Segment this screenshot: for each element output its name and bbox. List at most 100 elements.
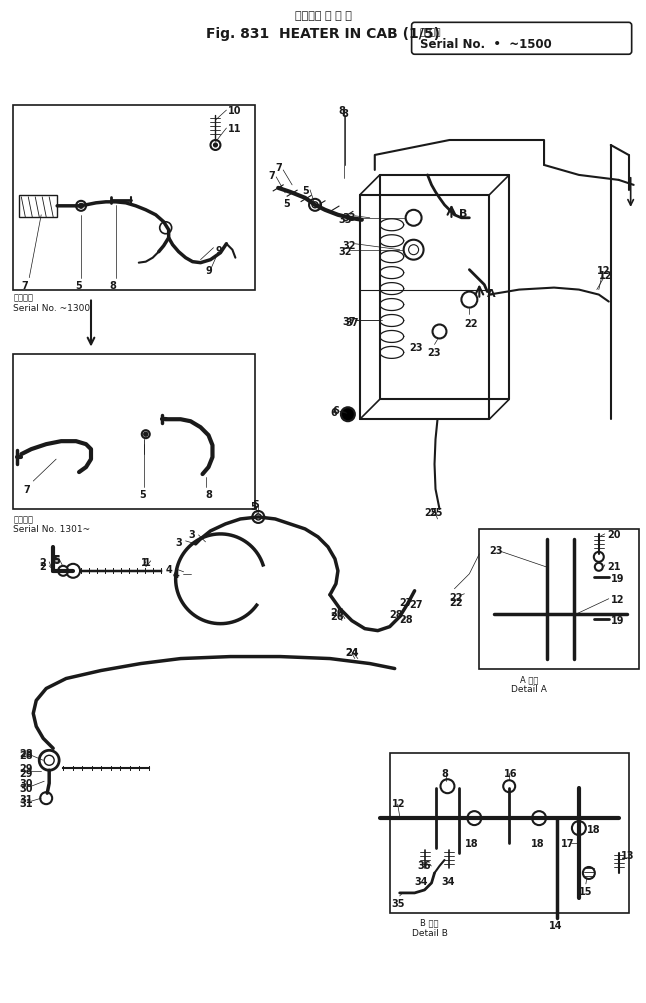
- Text: 24: 24: [345, 647, 359, 657]
- Text: 5: 5: [53, 556, 60, 566]
- Bar: [14, 355, 255, 510]
- Text: 19: 19: [610, 574, 624, 583]
- Text: 1: 1: [141, 558, 147, 568]
- Text: 37: 37: [345, 317, 359, 327]
- Text: 適用号機: 適用号機: [14, 293, 34, 302]
- Text: 28: 28: [390, 609, 403, 619]
- Text: 23: 23: [489, 546, 503, 556]
- Text: 28: 28: [19, 748, 33, 758]
- Circle shape: [595, 564, 603, 572]
- Text: 1: 1: [144, 558, 151, 568]
- Circle shape: [467, 811, 481, 825]
- Text: 26: 26: [330, 607, 344, 617]
- Text: キャブ用 ヒ ー タ: キャブ用 ヒ ー タ: [295, 11, 351, 21]
- Text: 32: 32: [342, 241, 355, 251]
- Circle shape: [144, 432, 148, 436]
- Text: 5: 5: [139, 489, 145, 499]
- Text: 5: 5: [283, 199, 290, 209]
- Text: 30: 30: [19, 783, 33, 793]
- Text: 15: 15: [579, 886, 592, 896]
- Text: 21: 21: [607, 562, 620, 572]
- Text: 12: 12: [597, 266, 610, 276]
- Text: 16: 16: [505, 768, 517, 778]
- Text: Fig. 831  HEATER IN CAB (1/5): Fig. 831 HEATER IN CAB (1/5): [206, 27, 440, 41]
- Circle shape: [141, 430, 150, 438]
- Text: A 詳細: A 詳細: [520, 675, 538, 684]
- Text: 26: 26: [330, 611, 344, 621]
- Text: 37: 37: [342, 316, 355, 326]
- Circle shape: [312, 203, 318, 209]
- Text: B: B: [459, 209, 468, 219]
- Text: 28: 28: [19, 750, 33, 760]
- Text: 5: 5: [75, 280, 82, 290]
- Circle shape: [409, 246, 419, 256]
- Text: 6: 6: [332, 406, 339, 416]
- Text: 18: 18: [587, 824, 601, 834]
- Text: 適用号機: 適用号機: [420, 28, 441, 37]
- Text: 5: 5: [250, 502, 257, 512]
- Text: 30: 30: [19, 778, 33, 788]
- Text: 8: 8: [109, 280, 116, 290]
- Text: 5: 5: [302, 186, 309, 196]
- Circle shape: [76, 202, 86, 212]
- Text: 12: 12: [599, 271, 612, 281]
- Circle shape: [532, 811, 546, 825]
- Text: 3: 3: [176, 538, 182, 548]
- Text: 36: 36: [417, 861, 431, 871]
- Text: 18: 18: [465, 839, 479, 849]
- Text: 17: 17: [561, 839, 574, 849]
- Text: 22: 22: [450, 597, 463, 607]
- Text: 6: 6: [330, 408, 337, 418]
- Text: 12: 12: [391, 798, 405, 808]
- Text: 8: 8: [338, 106, 345, 116]
- Text: 8: 8: [441, 768, 448, 778]
- Text: 25: 25: [424, 508, 438, 518]
- FancyBboxPatch shape: [412, 23, 632, 55]
- Text: 8: 8: [342, 109, 348, 119]
- Text: Serial No. ~1300: Serial No. ~1300: [14, 303, 90, 312]
- Text: A: A: [487, 288, 496, 298]
- Circle shape: [213, 143, 218, 147]
- Text: Detail A: Detail A: [511, 685, 547, 694]
- Text: 7: 7: [23, 484, 30, 494]
- Text: 18: 18: [531, 839, 545, 849]
- Bar: [14, 106, 255, 290]
- Circle shape: [40, 792, 52, 804]
- Text: 29: 29: [19, 768, 33, 778]
- Text: 25: 25: [430, 508, 443, 518]
- Text: 29: 29: [19, 763, 33, 773]
- Text: 33: 33: [338, 215, 351, 225]
- Text: 5: 5: [53, 555, 60, 565]
- Text: 32: 32: [338, 247, 351, 257]
- Text: 3: 3: [189, 530, 195, 540]
- Text: 13: 13: [621, 851, 634, 861]
- Circle shape: [211, 140, 220, 150]
- Text: 12: 12: [610, 594, 624, 604]
- Circle shape: [309, 200, 321, 212]
- Text: 7: 7: [21, 280, 28, 290]
- Circle shape: [253, 512, 264, 524]
- Bar: [479, 530, 639, 669]
- Text: 14: 14: [549, 920, 563, 930]
- Text: 適用号機: 適用号機: [14, 515, 34, 524]
- Circle shape: [58, 567, 68, 576]
- Circle shape: [572, 821, 586, 835]
- Text: 22: 22: [450, 592, 463, 602]
- Circle shape: [44, 755, 54, 765]
- Text: 20: 20: [607, 530, 620, 540]
- Text: 24: 24: [345, 647, 359, 657]
- Text: 4: 4: [172, 570, 180, 580]
- Circle shape: [433, 325, 446, 339]
- Text: 5: 5: [253, 499, 259, 510]
- Text: 8: 8: [205, 489, 213, 499]
- Circle shape: [341, 408, 355, 422]
- Text: 7: 7: [275, 162, 282, 173]
- Text: 2: 2: [39, 558, 46, 568]
- Circle shape: [503, 780, 515, 792]
- Circle shape: [404, 241, 424, 261]
- Circle shape: [255, 515, 261, 521]
- Text: 23: 23: [428, 348, 441, 358]
- Circle shape: [39, 750, 59, 770]
- Text: 31: 31: [19, 794, 33, 804]
- Circle shape: [160, 223, 172, 235]
